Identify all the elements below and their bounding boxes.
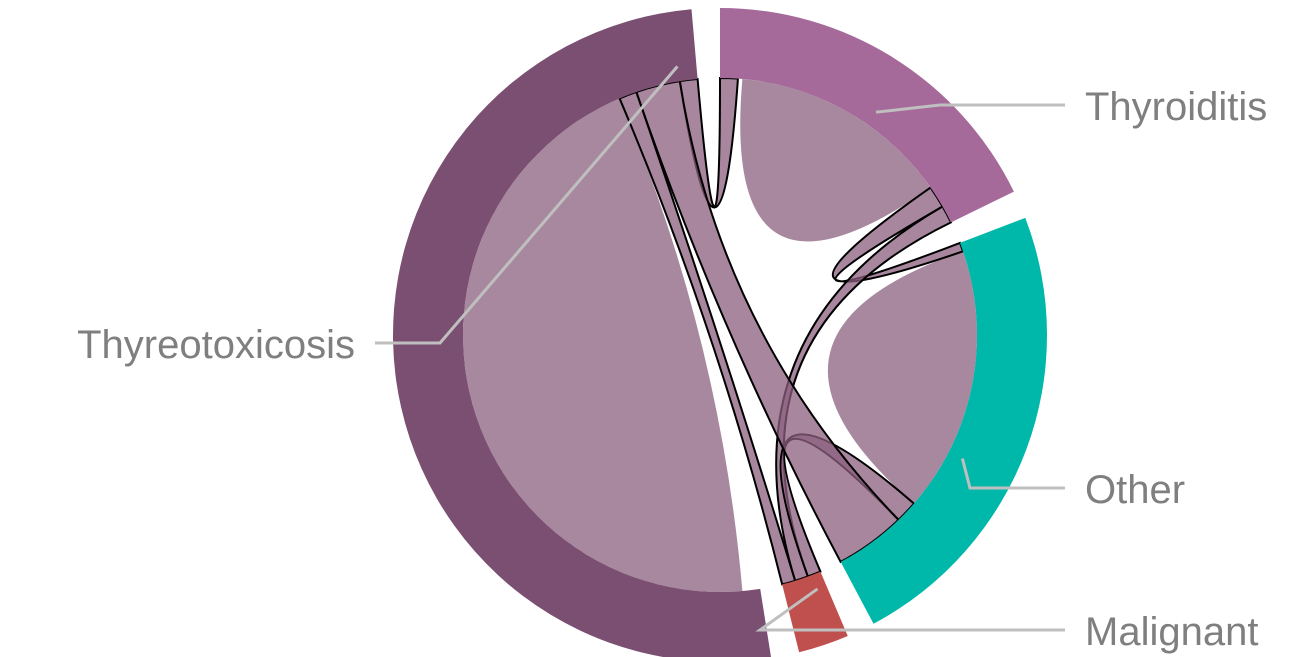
leader-line-other: [960, 458, 1065, 490]
leader-line-thyreotoxicosis: [375, 65, 679, 345]
leader-line-malignant: [755, 587, 1065, 632]
label-other: Other: [1085, 468, 1185, 512]
arc-malignant: [782, 571, 848, 653]
label-thyreotoxicosis: Thyreotoxicosis: [77, 323, 355, 367]
arc-other: [840, 217, 1047, 624]
chord-thyroiditis-self: [740, 78, 931, 242]
chord-thyreotoxicosis-self: [463, 98, 743, 593]
arc-thyroiditis: [720, 8, 1014, 223]
arcs-group: [393, 8, 1047, 657]
labels-group: Thyroiditis Other Malignant Thyreotoxicosis: [77, 65, 1267, 654]
leader-line-thyroiditis: [875, 103, 1065, 114]
ribbons-group: [463, 76, 977, 593]
label-malignant: Malignant: [1085, 610, 1258, 654]
label-thyroiditis: Thyroiditis: [1085, 85, 1267, 129]
arc-thyreotoxicosis: [393, 9, 771, 657]
chord-other-self: [827, 251, 977, 504]
